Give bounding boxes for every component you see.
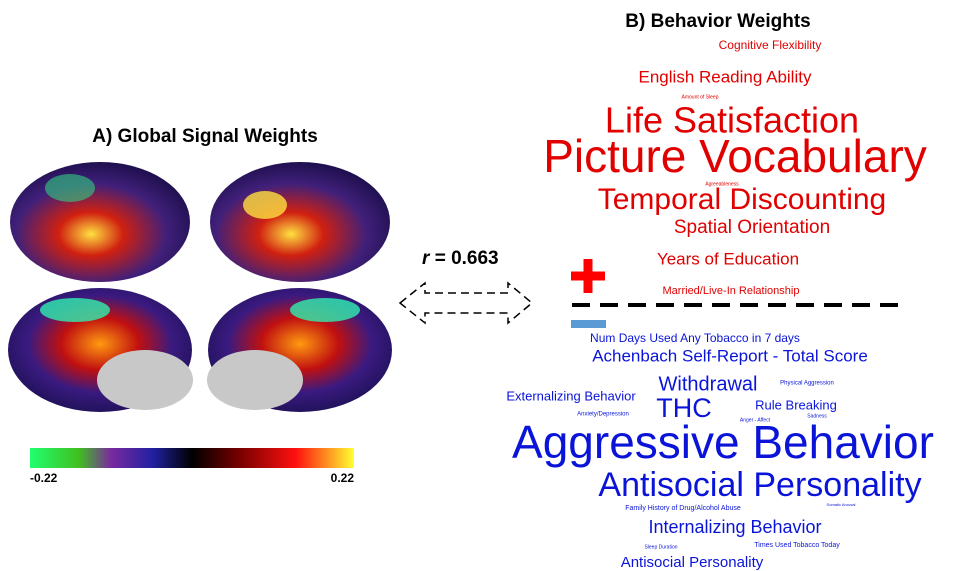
word: Achenbach Self-Report - Total Score [592,346,868,365]
word: Externalizing Behavior [506,388,636,403]
minus-sign [571,320,606,328]
word: Withdrawal [659,373,758,395]
colorbar-max: 0.22 [331,471,355,485]
brain-spot [45,174,95,202]
correlation-operator: = [435,248,446,269]
figure: A) Global Signal Weights -0.22 0.22 r = … [0,0,957,571]
brain-spot [243,191,287,219]
word: Temporal Discounting [598,183,886,216]
word: Sleep Duration [644,544,677,550]
brain-left-lateral [10,162,190,282]
brain-medial-wall [97,350,193,410]
word: English Reading Ability [639,67,812,86]
double-arrow [400,283,532,323]
word: Picture Vocabulary [543,130,927,182]
word: Physical Aggression [780,381,834,387]
word: Internalizing Behavior [648,517,821,537]
correlation-label: r = 0.663 [422,248,499,269]
correlation-value: 0.663 [451,248,499,269]
word: Cognitive Flexibility [719,38,822,52]
colorbar [30,448,354,468]
brain-medial-wall [207,350,303,410]
word: Aggressive Behavior [512,416,934,468]
word: Somatic Arousal [827,502,856,507]
word: Times Used Tobacco Today [754,542,840,549]
word: Num Days Used Any Tobacco in 7 days [590,331,800,345]
colorbar-min: -0.22 [30,471,58,485]
word: Spatial Orientation [674,217,830,238]
word: Years of Education [657,249,799,268]
brain-surfaces [8,162,392,412]
word: Married/Live-In Relationship [663,285,800,297]
correlation-symbol: r [422,248,431,269]
word: Antisocial Personality [621,554,764,571]
brain-right-lateral [210,162,390,282]
plus-sign [571,259,605,293]
brain-spot [40,298,110,322]
brain-spot [290,298,360,322]
panel-a-title: A) Global Signal Weights [92,126,318,147]
panel-b-title: B) Behavior Weights [625,11,810,32]
word: Rule Breaking [755,397,837,412]
word: Antisocial Personality [598,466,921,504]
word: Family History of Drug/Alcohol Abuse [625,505,741,512]
